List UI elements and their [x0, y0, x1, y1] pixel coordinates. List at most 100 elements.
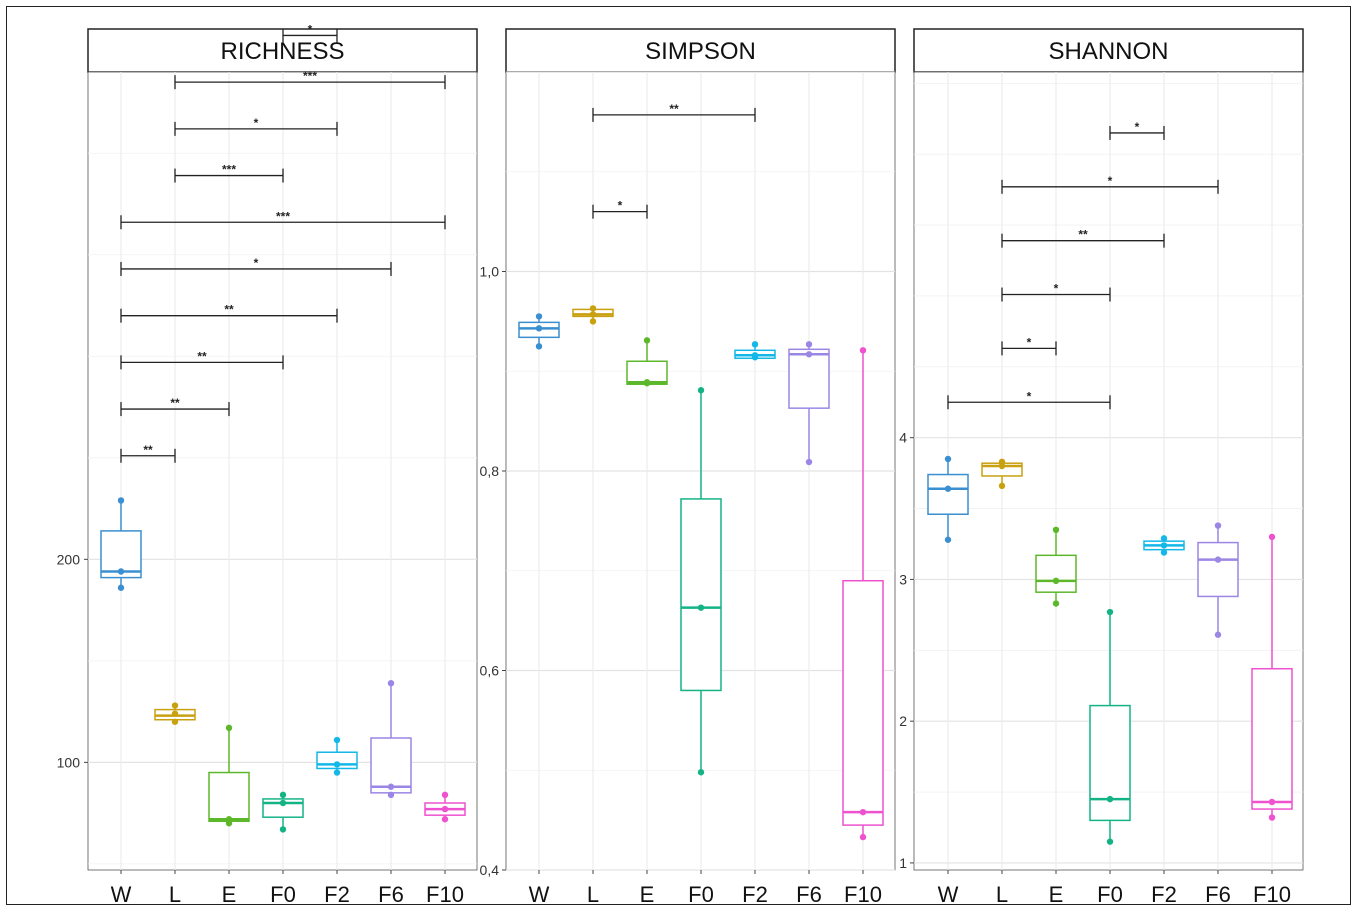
data-point: [859, 833, 867, 841]
data-point: [441, 791, 449, 799]
data-point: [1268, 533, 1276, 541]
significance-bracket: ***: [174, 69, 446, 90]
data-point: [1214, 631, 1222, 638]
x-tick-label: E: [1049, 882, 1064, 907]
data-point: [643, 337, 651, 344]
box-l: [154, 702, 196, 725]
data-point: [697, 387, 705, 394]
data-point: [387, 783, 395, 790]
data-point: [944, 485, 952, 492]
iqr-box: [1035, 554, 1077, 593]
significance-label: *: [1135, 120, 1140, 134]
iqr-box: [788, 348, 830, 409]
data-point: [225, 724, 233, 732]
significance-bracket: **: [120, 396, 230, 417]
data-point: [944, 536, 952, 543]
data-point: [333, 769, 341, 776]
box-e: [626, 337, 668, 387]
y-tick-label: 0,4: [480, 862, 500, 878]
data-point: [1106, 608, 1114, 616]
data-point: [1268, 814, 1276, 821]
x-tick-label: F6: [378, 882, 404, 907]
data-point: [805, 458, 813, 466]
x-tick-label: L: [587, 882, 599, 907]
data-point: [751, 352, 759, 359]
box-e: [208, 724, 250, 827]
x-tick-label: F10: [426, 882, 464, 907]
data-point: [279, 799, 287, 807]
x-tick-label: F10: [844, 882, 882, 907]
data-point: [1214, 522, 1222, 529]
x-tick-label: W: [938, 882, 959, 907]
significance-bracket: *: [174, 116, 338, 136]
data-point: [117, 584, 125, 591]
y-tick-label: 1: [899, 855, 907, 871]
significance-bracket: ***: [174, 163, 284, 183]
box-e: [1035, 526, 1077, 607]
data-point: [333, 761, 341, 768]
data-point: [171, 710, 179, 717]
data-point: [751, 341, 759, 348]
y-tick-label: 0,6: [480, 663, 500, 679]
y-tick-label: 200: [57, 551, 81, 567]
y-tick-label: 100: [57, 754, 81, 770]
significance-bracket: **: [1001, 228, 1165, 248]
panel-title: RICHNESS: [220, 38, 344, 65]
significance-label: *: [254, 116, 259, 130]
significance-label: *: [1027, 335, 1032, 349]
data-point: [441, 805, 449, 813]
data-point: [171, 702, 179, 709]
box-f0: [262, 791, 304, 833]
significance-bracket: *: [120, 256, 392, 276]
x-tick-label: F0: [688, 882, 714, 907]
box-w: [518, 313, 560, 350]
x-tick-label: W: [111, 882, 132, 907]
data-point: [1268, 798, 1276, 806]
significance-label: *: [308, 22, 313, 36]
data-point: [117, 497, 125, 504]
data-point: [387, 679, 395, 687]
figure-frame: [6, 6, 1351, 905]
box-f6: [370, 679, 412, 799]
significance-label: ***: [276, 209, 290, 223]
significance-label: *: [1108, 174, 1113, 188]
significance-bracket: *: [1001, 282, 1111, 302]
data-point: [535, 325, 543, 332]
significance-label: **: [143, 443, 153, 457]
data-point: [117, 568, 125, 575]
box-f2: [1143, 535, 1185, 556]
significance-bracket: **: [120, 303, 338, 323]
box-f10: [1251, 533, 1293, 821]
data-point: [697, 769, 705, 776]
significance-label: **: [197, 349, 207, 363]
significance-label: ***: [303, 69, 317, 83]
data-point: [805, 351, 813, 358]
box-f6: [788, 341, 830, 466]
x-tick-label: F2: [324, 882, 350, 907]
box-l: [981, 458, 1023, 490]
data-point: [589, 305, 597, 312]
data-point: [1052, 577, 1060, 585]
x-tick-label: W: [529, 882, 550, 907]
significance-label: **: [669, 102, 679, 116]
data-point: [535, 343, 543, 350]
box-f10: [842, 347, 884, 841]
x-tick-label: L: [169, 882, 181, 907]
iqr-box: [842, 579, 884, 826]
data-point: [171, 718, 179, 725]
iqr-box: [1089, 704, 1131, 822]
data-point: [441, 816, 449, 823]
y-tick-label: 1,0: [480, 264, 500, 280]
data-point: [1106, 838, 1114, 845]
x-tick-label: F2: [742, 882, 768, 907]
y-tick-label: 0,8: [480, 463, 500, 479]
y-tick-label: 2: [899, 713, 907, 729]
significance-bracket: *: [1001, 174, 1219, 194]
data-point: [279, 791, 287, 799]
x-tick-label: F2: [1151, 882, 1177, 907]
significance-bracket: ***: [120, 209, 446, 230]
